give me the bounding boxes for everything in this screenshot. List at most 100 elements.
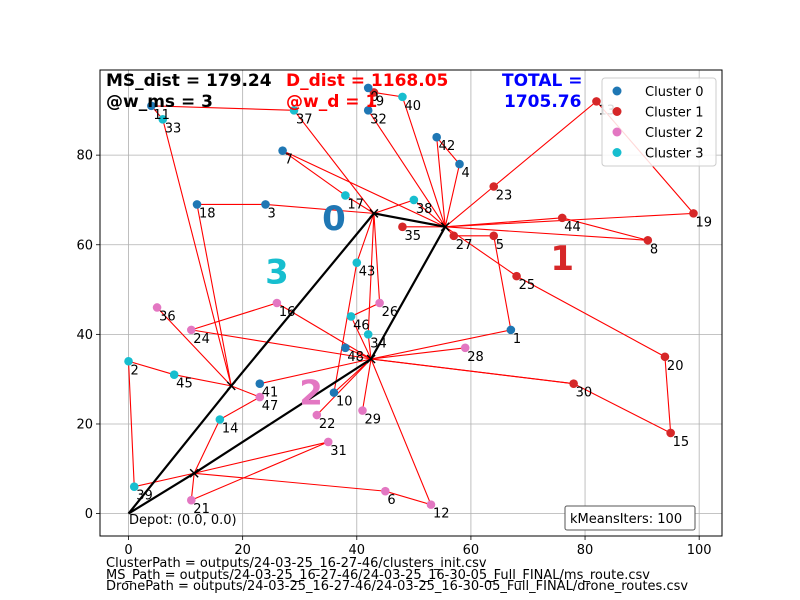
point-3 [261, 200, 270, 209]
point-29 [358, 406, 367, 415]
point-label-26: 26 [382, 305, 399, 320]
point-label-48: 48 [347, 350, 364, 365]
cluster-label-0: 0 [322, 199, 346, 239]
point-label-47: 47 [262, 399, 279, 414]
point-label-0: 0 [370, 90, 378, 105]
point-label-46: 46 [353, 318, 370, 333]
point-label-10: 10 [336, 395, 353, 410]
y-tick-label: 40 [76, 328, 93, 343]
point-15 [666, 428, 675, 438]
y-tick-label: 20 [76, 417, 93, 432]
point-19 [689, 209, 698, 218]
drone-route [435, 135, 461, 227]
cluster-label-2: 2 [299, 374, 323, 414]
drone-route [370, 226, 672, 434]
point-18 [192, 200, 202, 209]
point-41 [255, 379, 265, 388]
point-label-3: 3 [267, 206, 275, 221]
point-25 [512, 271, 521, 281]
point-label-44: 44 [564, 220, 581, 235]
point-6 [381, 486, 390, 496]
point-label-15: 15 [673, 435, 690, 450]
drone-route [196, 203, 374, 386]
cluster-path-text: ClusterPath = outputs/24-03-25_16-27-46/… [106, 556, 487, 571]
point-8 [643, 235, 653, 245]
drone-route [194, 358, 432, 506]
point-label-21: 21 [193, 502, 210, 517]
point-label-29: 29 [364, 413, 381, 428]
drone-route [373, 199, 446, 228]
point-label-31: 31 [330, 444, 347, 459]
legend-marker-3 [612, 148, 622, 157]
drone-route [282, 150, 446, 228]
ms-dist-text: MS_dist = 179.24 [106, 71, 272, 91]
point-label-6: 6 [387, 493, 395, 508]
point-37 [289, 106, 299, 115]
point-label-25: 25 [519, 278, 536, 293]
point-12 [426, 500, 436, 509]
point-47 [255, 392, 265, 402]
kmeans-box: kMeansIters: 100 [564, 505, 696, 531]
point-32 [363, 106, 373, 115]
point-42 [432, 132, 441, 142]
point-label-24: 24 [193, 332, 210, 347]
ms-stop-marker [369, 208, 379, 218]
x-tick-label: 40 [349, 543, 366, 558]
point-2 [124, 356, 133, 366]
legend-frame [601, 77, 717, 167]
total-value: 1705.76 [504, 92, 582, 112]
cluster-label-3: 3 [265, 253, 289, 293]
point-label-43: 43 [359, 265, 376, 280]
point-0 [363, 83, 373, 93]
drone-path-text: DronePath = outputs/24-03-25_16-27-46/24… [106, 579, 689, 594]
point-label-35: 35 [404, 229, 421, 244]
point-10 [329, 388, 339, 397]
point-label-36: 36 [159, 309, 176, 324]
point-label-20: 20 [667, 359, 684, 374]
drone-route [193, 385, 262, 474]
x-tick-label: 80 [577, 543, 594, 558]
x-tick-label: 100 [687, 543, 712, 558]
point-label-22: 22 [319, 417, 336, 432]
point-28 [460, 343, 470, 353]
legend-marker-2 [612, 127, 622, 137]
point-14 [215, 415, 225, 424]
ms-path-text: MS_Path = outputs/24-03-25_16-27-46/24-0… [106, 568, 650, 583]
w-ms-text: @w_ms = 3 [106, 92, 213, 112]
kmeans-box-frame [564, 505, 696, 531]
point-45 [169, 370, 179, 379]
x-tick-label: 60 [463, 543, 480, 558]
point-17 [341, 191, 350, 200]
ms-stop-marker [226, 381, 236, 391]
point-5 [489, 231, 499, 241]
point-33 [158, 114, 168, 124]
x-tick-label: 20 [234, 543, 251, 558]
point-label-17: 17 [347, 197, 364, 212]
point-36 [152, 303, 162, 312]
point-20 [660, 352, 670, 362]
point-16 [272, 298, 282, 308]
d-dist-text: D_dist = 1168.05 [286, 71, 449, 91]
point-label-2: 2 [131, 363, 139, 378]
point-26 [375, 298, 384, 308]
legend-label-2: Cluster 2 [645, 126, 704, 141]
point-39 [129, 482, 139, 492]
legend-marker-0 [612, 86, 622, 96]
y-tick-label: 80 [76, 149, 93, 164]
cluster-labels: 0 1 2 3 [265, 199, 574, 414]
point-label-41: 41 [262, 386, 279, 401]
point-31 [323, 437, 333, 447]
drone-route [370, 226, 512, 360]
customer-points [124, 83, 698, 509]
legend-label-3: Cluster 3 [645, 147, 704, 162]
point-label-14: 14 [222, 422, 239, 437]
point-38 [409, 195, 419, 205]
point-label-32: 32 [370, 112, 387, 127]
point-43 [352, 258, 362, 267]
legend-label-1: Cluster 1 [645, 106, 704, 121]
point-label-23: 23 [496, 189, 513, 204]
point-4 [455, 159, 464, 169]
point-11 [147, 101, 156, 111]
point-label-40: 40 [404, 99, 421, 114]
point-label-8: 8 [650, 242, 658, 257]
